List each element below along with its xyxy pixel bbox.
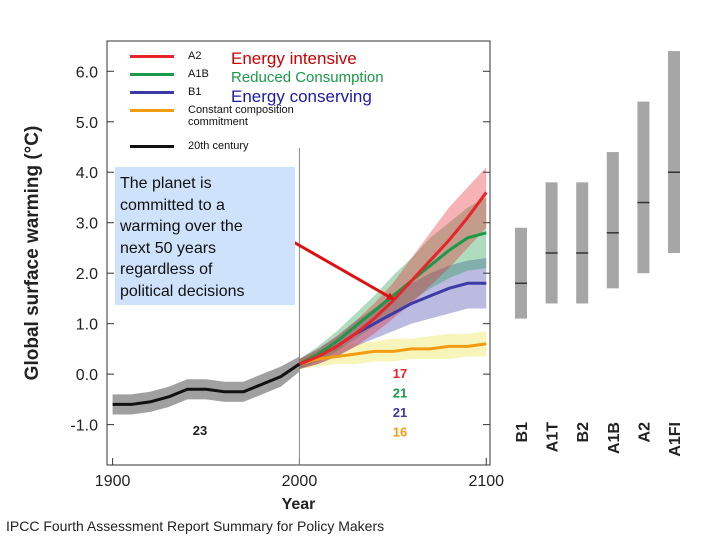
footer: IPCC Fourth Assessment Report Summary fo… [6,518,385,534]
legend-label: 20th century [188,140,249,152]
model-count: 16 [393,425,407,440]
callout-line: warming over the [120,218,243,235]
legend-entry: A2 [130,50,308,62]
range-label: B2 [575,422,592,443]
range-bar [637,101,650,274]
range-bar [668,51,680,253]
model-count: 21 [393,405,407,420]
plot-frame [106,40,491,466]
uncertainty-band [299,197,487,370]
uncertainty-band [112,356,300,415]
range-bar [606,152,619,289]
x-tick-label: 1900 [95,473,131,490]
range-label: A1FI [667,422,684,457]
legend-swatch [130,55,174,58]
callout: The planet is committed to a warming over … [115,167,295,305]
y-tick-label: 0.0 [76,367,98,384]
range-label: A1B [606,422,623,454]
legend-entry: Constant composition commitment [130,104,308,128]
legend-notes: Energy intensive Reduced Consumption Energ… [231,49,384,106]
range-bar [515,227,527,319]
legend-entry: B1 [130,86,308,98]
legend-note: Energy intensive [231,49,357,68]
legend-swatch [130,109,174,112]
legend-swatch [130,145,174,148]
y-tick-label: 4.0 [76,165,98,182]
callout-line: The planet is [120,175,212,192]
legend-entry: 20th century [130,140,308,152]
model-count: 17 [393,366,407,381]
legend-note: Reduced Consumption [231,69,384,86]
series-line [299,342,487,366]
range-label: A2 [636,422,653,443]
y-axis-label: Global surface warming (°C) [22,126,43,381]
range-bar [576,182,589,304]
range-bar [545,182,558,304]
legend-label: Constant composition commitment [188,104,294,128]
legend-swatch [130,91,174,94]
callout-arrow [289,238,395,301]
y-tick-label: 6.0 [76,64,98,81]
callout-line: political decisions [120,282,245,300]
range-label: B1 [514,422,531,443]
model-count: 23 [193,423,207,438]
x-tick-label: 2000 [282,473,318,490]
legend-label: A2 [188,50,202,62]
series-line [298,191,488,366]
legend-swatch [130,73,174,76]
legend-entry: A1B [130,68,308,80]
callout-line: regardless of [120,261,213,278]
model-count: 21 [393,386,407,401]
legend-label: A1B [188,68,209,80]
y-tick-label: 5.0 [76,115,98,132]
callout-line: next 50 years [120,239,217,257]
x-axis-label: Year [282,496,316,513]
legend: A2 A1B B1 Constant composition commitment 20… [130,50,308,158]
callout-line: committed to a [120,196,225,214]
series-line [112,362,301,406]
x-tick-label: 2100 [468,473,504,490]
legend-note: Energy conserving [231,87,372,106]
y-tick-label: 1.0 [76,317,98,334]
range-label: A1T [545,422,562,452]
legend-label: B1 [188,86,202,98]
uncertainty-band [299,167,487,370]
y-tick-label: 3.0 [76,216,98,233]
y-tick-label: -1.0 [70,418,98,435]
y-tick-label: 2.0 [76,266,98,283]
